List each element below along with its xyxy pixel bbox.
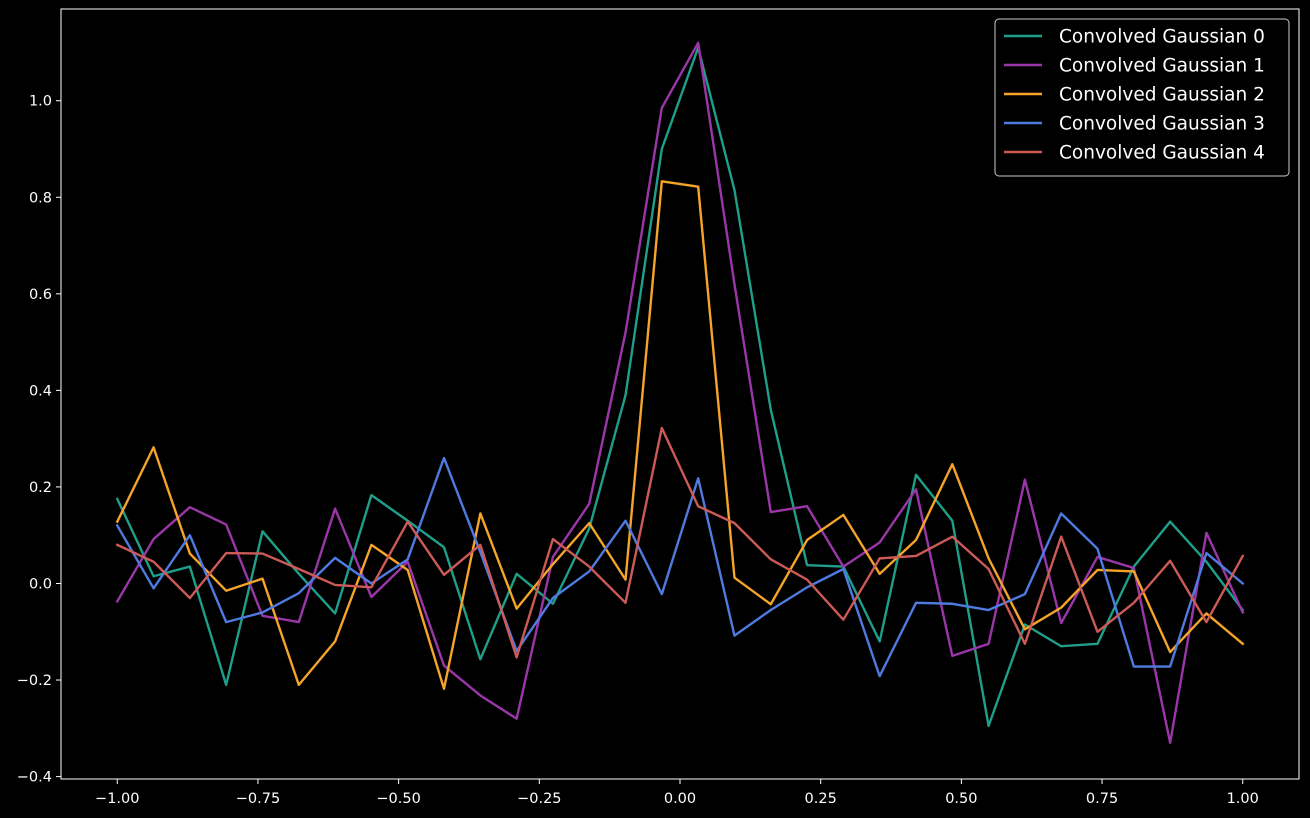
x-tick-label: 0.75 bbox=[1086, 791, 1118, 807]
x-tick-label: 0.50 bbox=[945, 791, 977, 807]
series-line-0 bbox=[115, 46, 1245, 728]
y-tick-label: 0.8 bbox=[29, 190, 52, 206]
legend-label-3: Convolved Gaussian 3 bbox=[1059, 114, 1265, 135]
x-tick-label: 0.25 bbox=[805, 791, 837, 807]
legend-label-1: Convolved Gaussian 1 bbox=[1059, 56, 1265, 77]
y-tick-label: 1.0 bbox=[29, 94, 52, 110]
x-tick-label: −0.25 bbox=[517, 791, 561, 807]
legend-label-4: Convolved Gaussian 4 bbox=[1059, 143, 1265, 164]
y-tick-label: 0.0 bbox=[29, 576, 52, 592]
y-tick-label: −0.4 bbox=[17, 770, 52, 786]
series-line-3 bbox=[115, 456, 1245, 678]
legend-label-2: Convolved Gaussian 2 bbox=[1059, 85, 1265, 106]
x-tick-label: 0.00 bbox=[664, 791, 696, 807]
axes-layer: −1.00 −0.75 −0.50 −0.25 0.00 0.25 0.50 0.75 1.00… bbox=[17, 8, 1300, 807]
y-tick-label: 0.6 bbox=[29, 287, 52, 303]
legend: Convolved Gaussian 0 Convolved Gaussian 1… bbox=[994, 18, 1290, 177]
y-tick-label: −0.2 bbox=[17, 673, 52, 689]
series-line-1 bbox=[115, 41, 1245, 744]
x-tick-label: −0.75 bbox=[236, 791, 280, 807]
x-tick-label: −0.50 bbox=[376, 791, 420, 807]
y-tick-label: 0.2 bbox=[29, 480, 52, 496]
legend-label-0: Convolved Gaussian 0 bbox=[1059, 27, 1265, 48]
y-tick-label: 0.4 bbox=[29, 383, 52, 399]
series-line-4 bbox=[115, 426, 1245, 659]
series-line-2 bbox=[115, 180, 1245, 690]
series-layer bbox=[115, 41, 1245, 744]
legend-box bbox=[994, 18, 1290, 177]
x-tick-label: 1.00 bbox=[1227, 791, 1259, 807]
x-tick-label: −1.00 bbox=[95, 791, 139, 807]
